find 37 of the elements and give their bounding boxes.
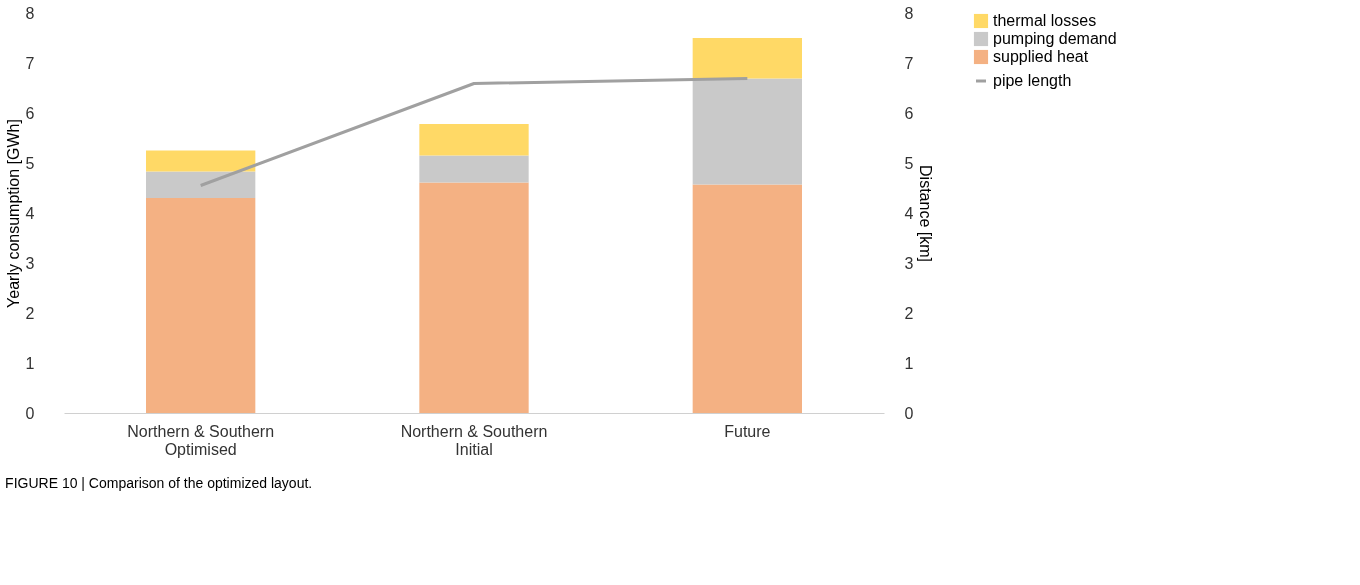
y-tick-label: 8 — [25, 4, 35, 22]
x-tick-label: Future — [724, 422, 771, 440]
y2-tick-label: 1 — [904, 354, 914, 372]
caption: FIGURE 10 | Comparison of the optimized layout. — [5, 475, 313, 491]
y-tick-label: 7 — [25, 54, 35, 72]
y-tick-label: 0 — [25, 404, 35, 422]
legend-label: thermal losses — [993, 12, 1097, 29]
legend-label: pipe length — [993, 72, 1072, 89]
x-tick-label: Northern & Southern Initial — [400, 422, 548, 458]
y-tick-label: 4 — [25, 204, 35, 222]
y-tick-label: 1 — [25, 354, 35, 372]
y2-tick-label: 8 — [904, 4, 914, 22]
y2-tick-label: 4 — [904, 204, 914, 222]
y2-tick-label: 6 — [904, 104, 914, 122]
y2-tick-label: 0 — [904, 404, 914, 422]
y2-axis-title: Distance [km] — [917, 165, 935, 262]
bar — [146, 150, 256, 172]
y2-tick-label: 3 — [904, 254, 914, 272]
y-tick-label: 3 — [25, 254, 35, 272]
y-tick-label: 6 — [25, 104, 35, 122]
x-tick-label: Northern & Southern Optimised — [127, 422, 275, 458]
legend-label: supplied heat — [993, 48, 1089, 65]
y2-tick-label: 7 — [904, 54, 914, 72]
y-tick-label: 5 — [25, 154, 35, 172]
bar — [692, 184, 802, 413]
bar — [419, 124, 529, 156]
bar — [419, 155, 529, 183]
bar — [146, 171, 256, 198]
bar — [419, 182, 529, 413]
bar — [692, 78, 802, 185]
y2-tick-label: 5 — [904, 154, 914, 172]
bar — [146, 198, 256, 413]
bar — [692, 38, 802, 79]
y-tick-label: 2 — [25, 304, 35, 322]
legend-label: pumping demand — [993, 30, 1117, 47]
y2-tick-label: 2 — [904, 304, 914, 322]
y-axis-title: Yearly consumption [GWh] — [4, 119, 22, 308]
